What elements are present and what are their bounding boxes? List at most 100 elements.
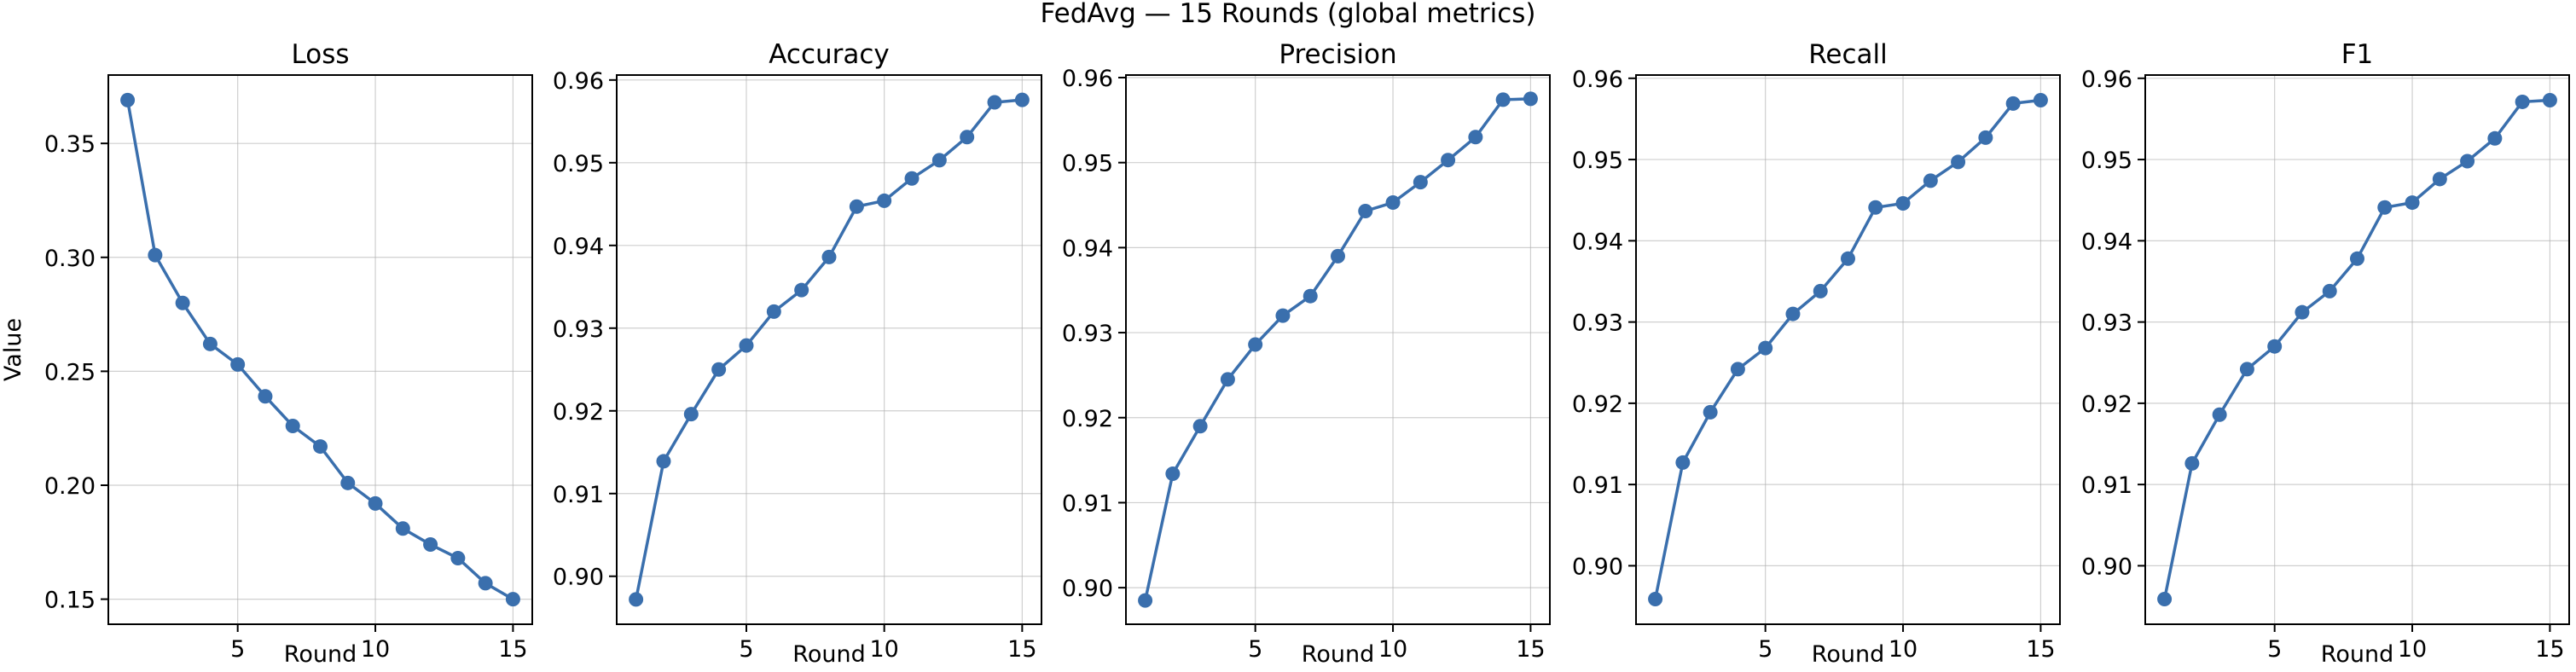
series-line [634, 98, 1023, 600]
x-tick-label: 15 [2026, 636, 2055, 663]
panel-title: F1 [2341, 39, 2374, 70]
data-point [120, 92, 136, 107]
x-tick-label: 5 [2267, 636, 2282, 663]
data-point [1138, 593, 1153, 608]
panel-f1: 5 10 15 0.90 0.91 0.92 0.93 0.94 0.95 0.96 F1 Round [2081, 39, 2570, 668]
y-tick-label: 0.93 [553, 316, 604, 343]
ticks [1628, 77, 2042, 632]
y-tick-label: 0.95 [1572, 148, 1623, 174]
data-point [2405, 195, 2420, 211]
data-point [1468, 130, 1483, 145]
y-tick-label: 0.92 [1062, 406, 1113, 432]
data-point [1441, 153, 1456, 168]
data-point [960, 130, 975, 145]
data-point [395, 521, 410, 536]
data-point [877, 193, 892, 208]
data-point [1978, 130, 1993, 145]
data-point [849, 199, 864, 214]
x-tick-label: 5 [739, 636, 753, 663]
data-point [2295, 304, 2310, 320]
data-point [683, 407, 699, 422]
data-point [285, 419, 300, 434]
series [629, 92, 1030, 607]
data-point [766, 304, 781, 319]
y-tick-label: 0.20 [44, 473, 96, 500]
data-point [1758, 340, 1773, 356]
data-point [1785, 306, 1801, 322]
y-tick-label: 0.96 [2081, 67, 2132, 93]
data-point [202, 336, 218, 351]
series [1648, 93, 2048, 606]
data-point [739, 338, 754, 353]
y-axis-label: Value [0, 318, 26, 381]
data-point [2515, 94, 2530, 109]
chart-panels: 5 10 150.150.200.250.300.35LossRoundValue5… [0, 39, 2570, 668]
y-tick-label: 0.90 [1572, 553, 1623, 580]
data-point [148, 247, 163, 263]
axes-frame [107, 74, 533, 625]
data-point [1813, 283, 1828, 298]
data-point [2212, 407, 2227, 422]
data-point [1523, 91, 1538, 107]
x-axis-label: Round [2321, 641, 2393, 668]
x-tick-label: 5 [1248, 636, 1262, 663]
x-tick-label: 15 [498, 636, 527, 663]
data-point [478, 576, 493, 591]
data-point [505, 592, 520, 607]
grid [1126, 75, 1550, 624]
data-point [1248, 337, 1263, 352]
grid [1636, 75, 2060, 624]
x-tick-label: 10 [869, 636, 898, 663]
y-tick-label: 0.91 [553, 482, 604, 508]
y-tick-label: 0.95 [2081, 148, 2132, 174]
x-tick-label: 15 [2535, 636, 2564, 663]
data-point [1675, 455, 1691, 470]
axes-frame [2144, 74, 2570, 625]
data-point [1703, 404, 1718, 420]
y-tick-label: 0.94 [1572, 229, 1623, 255]
y-tick-label: 0.96 [1572, 67, 1623, 93]
data-point [931, 153, 947, 168]
grid [108, 75, 532, 624]
x-tick-label: 10 [361, 636, 390, 663]
x-tick-label: 5 [1758, 636, 1772, 663]
y-tick-label: 0.93 [1572, 310, 1623, 337]
x-tick-label: 15 [1516, 636, 1545, 663]
data-point [904, 171, 920, 186]
series [1138, 91, 1538, 608]
y-tick-label: 0.94 [2081, 229, 2132, 255]
data-point [1165, 466, 1181, 482]
y-tick-label: 0.95 [553, 151, 604, 177]
ticks [101, 142, 514, 632]
data-point [1495, 92, 1511, 107]
series-line [125, 100, 514, 601]
series [120, 92, 520, 607]
data-point [821, 249, 837, 264]
data-point [2432, 171, 2447, 187]
data-point [450, 551, 466, 566]
panel-title: Recall [1808, 39, 1888, 70]
data-point [2033, 93, 2048, 108]
panel-recall: 5 10 15 0.90 0.91 0.92 0.93 0.94 0.95 0.96 Recall R… [1572, 39, 2061, 668]
series [2157, 93, 2557, 606]
data-point [340, 475, 356, 490]
y-tick-label: 0.93 [1062, 321, 1113, 347]
x-axis-label: Round [792, 641, 865, 668]
y-tick-label: 0.96 [553, 68, 604, 95]
data-point [368, 495, 383, 511]
data-point [629, 592, 644, 607]
data-point [1923, 173, 1938, 188]
data-point [1648, 591, 1663, 606]
data-point [1014, 92, 1030, 107]
data-point [1413, 175, 1428, 190]
data-point [230, 356, 246, 372]
data-point [1220, 372, 1235, 387]
data-point [1303, 288, 1318, 304]
data-point [2350, 251, 2364, 266]
data-point [175, 295, 190, 310]
x-tick-label: 10 [1888, 636, 1917, 663]
axes-frame [616, 74, 1042, 625]
ticks [609, 78, 1024, 632]
y-tick-label: 0.91 [1572, 472, 1623, 499]
